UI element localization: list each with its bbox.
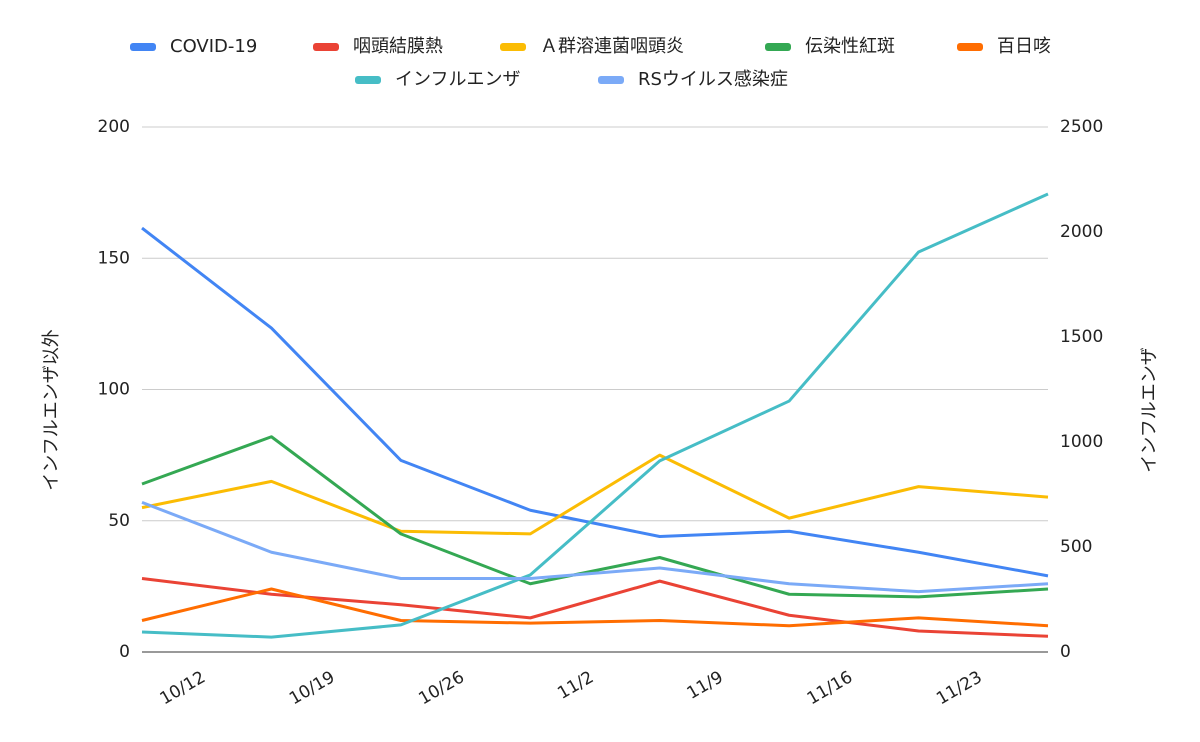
legend-label: RSウイルス感染症 <box>638 69 788 90</box>
legend-swatch <box>355 76 381 84</box>
legend-swatch <box>500 43 526 51</box>
series-line <box>141 435 1049 599</box>
series-line <box>141 577 1049 638</box>
y-tick-label: 200 <box>98 117 130 137</box>
series-line <box>141 453 1049 536</box>
legend-label: COVID-19 <box>170 36 257 57</box>
y2-tick-label: 500 <box>1060 537 1092 557</box>
y2-tick-label: 1500 <box>1060 327 1103 347</box>
legend-label: インフルエンザ <box>395 69 520 90</box>
y-tick-label: 100 <box>98 380 130 400</box>
legend-swatch <box>130 43 156 51</box>
series-line <box>141 192 1049 639</box>
legend-label: 百日咳 <box>997 36 1051 57</box>
legend-swatch <box>313 43 339 51</box>
series-line <box>141 226 1049 578</box>
y-tick-label: 150 <box>98 248 130 268</box>
legend-swatch <box>765 43 791 51</box>
y2-axis-title: インフルエンザ <box>1139 347 1160 472</box>
legend-swatch <box>598 76 624 84</box>
y2-tick-label: 0 <box>1060 642 1071 662</box>
y2-tick-label: 1000 <box>1060 432 1103 452</box>
y2-tick-label: 2500 <box>1060 117 1103 137</box>
legend-label: 咽頭結膜熱 <box>353 36 443 57</box>
legend-swatch <box>957 43 983 51</box>
legend-label: 伝染性紅斑 <box>805 36 895 57</box>
series-line <box>141 500 1049 594</box>
y2-tick-label: 2000 <box>1060 222 1103 242</box>
series-line <box>141 587 1049 628</box>
legend-label: Ａ群溶連菌咽頭炎 <box>540 36 684 57</box>
y-axis-title: インフルエンザ以外 <box>41 329 62 490</box>
y-tick-label: 50 <box>108 511 130 531</box>
y-tick-label: 0 <box>119 642 130 662</box>
